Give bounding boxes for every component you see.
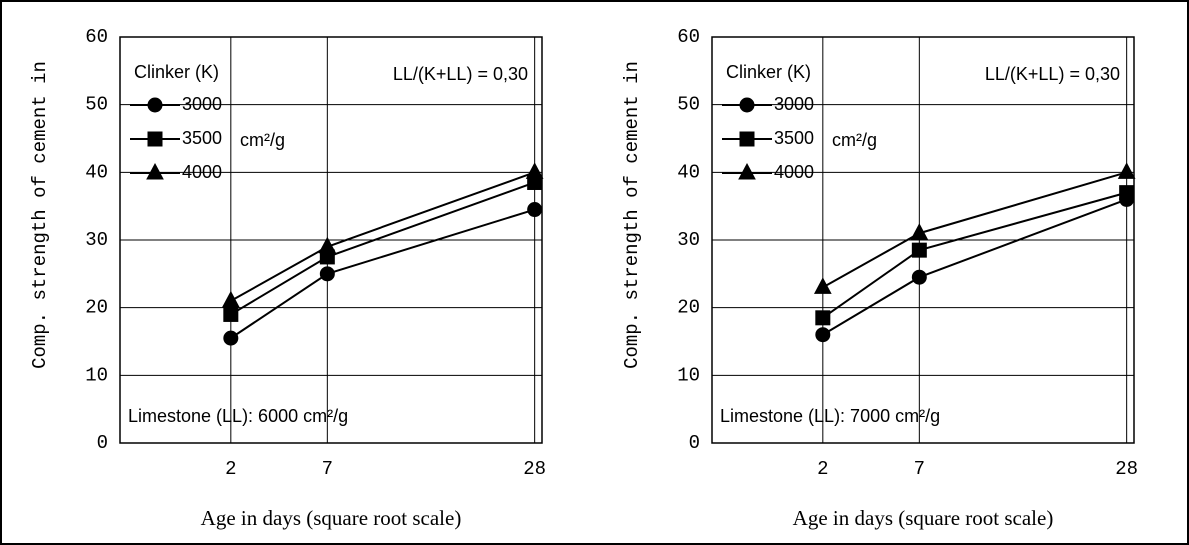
- legend-label: 3500: [774, 128, 814, 148]
- y-tick-label: 50: [85, 94, 108, 116]
- marker: [527, 202, 543, 218]
- y-label-clip: Comp. strength of cement in: [621, 61, 643, 369]
- marker: [815, 327, 831, 343]
- y-axis-label: Comp. strength of cement in: [621, 61, 643, 369]
- marker: [1117, 162, 1136, 179]
- y-tick-label: 0: [97, 432, 108, 454]
- series-line: [822, 171, 1127, 289]
- y-label-clip: Comp. strength of cement in: [29, 61, 51, 369]
- y-tick-label: 30: [85, 229, 108, 251]
- y-tick-label: 0: [689, 432, 700, 454]
- legend-title: Clinker (K): [726, 62, 811, 82]
- x-tick-label: 7: [914, 458, 925, 480]
- legend-marker: [147, 131, 163, 147]
- y-tick-label: 30: [677, 229, 700, 251]
- legend-marker: [738, 162, 756, 180]
- y-tick-label: 40: [85, 161, 108, 183]
- marker: [221, 290, 240, 308]
- annotation: LL/(K+LL) = 0,30: [985, 64, 1120, 84]
- annotation: Limestone (LL): 6000 cm²/g: [128, 406, 348, 426]
- marker: [223, 330, 239, 346]
- y-tick-label: 40: [677, 161, 700, 183]
- legend-label: 4000: [774, 162, 814, 182]
- series-line: [822, 198, 1128, 336]
- y-tick-label: 10: [677, 364, 700, 386]
- legend-marker: [739, 131, 755, 147]
- series-line: [230, 208, 535, 339]
- marker: [319, 266, 335, 282]
- x-tick-label: 2: [817, 458, 828, 480]
- marker: [1119, 185, 1135, 201]
- legend-label: 3500: [182, 128, 222, 148]
- marker: [815, 310, 831, 326]
- y-tick-label: 20: [677, 297, 700, 319]
- legend-title: Clinker (K): [134, 62, 219, 82]
- annotation: LL/(K+LL) = 0,30: [393, 64, 528, 84]
- x-tick-label: 7: [322, 458, 333, 480]
- y-tick-label: 50: [677, 94, 700, 116]
- x-axis-label: Age in days (square root scale): [793, 506, 1054, 530]
- x-tick-label: 28: [1115, 458, 1138, 480]
- y-tick-label: 10: [85, 364, 108, 386]
- legend-marker: [147, 97, 163, 113]
- marker: [911, 269, 927, 285]
- legend-label: 4000: [182, 162, 222, 182]
- legend-unit: cm²/g: [832, 130, 877, 150]
- x-axis-label: Age in days (square root scale): [201, 506, 462, 530]
- legend-marker: [146, 162, 164, 180]
- series-line: [230, 181, 535, 316]
- y-axis-label: Comp. strength of cement in: [29, 61, 51, 369]
- series-line: [822, 191, 1127, 319]
- y-tick-label: 60: [85, 26, 108, 48]
- y-tick-label: 60: [677, 26, 700, 48]
- marker: [813, 277, 832, 294]
- marker: [223, 306, 239, 322]
- x-tick-label: 28: [523, 458, 546, 480]
- y-tick-label: 20: [85, 297, 108, 319]
- legend-unit: cm²/g: [240, 130, 285, 150]
- marker: [911, 242, 927, 258]
- marker: [318, 236, 337, 254]
- legend-marker: [739, 97, 755, 113]
- marker: [910, 223, 929, 240]
- annotation: Limestone (LL): 7000 cm²/g: [720, 406, 940, 426]
- marker: [525, 162, 544, 179]
- legend-label: 3000: [774, 94, 814, 114]
- legend-label: 3000: [182, 94, 222, 114]
- x-tick-label: 2: [225, 458, 236, 480]
